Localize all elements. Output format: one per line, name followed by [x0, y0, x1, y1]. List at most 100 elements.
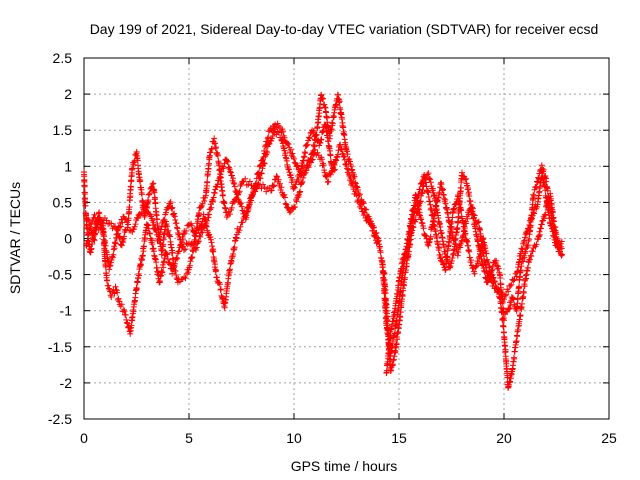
y-tick-label: 0.5: [53, 194, 73, 210]
data-point: [304, 141, 311, 148]
data-point: [165, 260, 172, 267]
data-point: [342, 161, 349, 168]
data-point: [106, 263, 113, 270]
data-point: [219, 191, 226, 198]
data-point: [239, 219, 246, 226]
data-point: [346, 158, 353, 165]
data-point: [227, 266, 234, 273]
data-point: [192, 229, 199, 236]
data-point: [314, 149, 321, 156]
data-point: [531, 192, 537, 199]
data-point: [174, 225, 181, 232]
data-point: [108, 220, 115, 227]
data-point: [324, 179, 331, 186]
data-point: [333, 157, 340, 164]
data-point: [138, 191, 145, 198]
data-point: [338, 146, 345, 153]
data-point: [186, 262, 193, 269]
data-point: [242, 175, 249, 182]
data-point: [213, 144, 220, 151]
data-point: [486, 275, 493, 282]
data-point: [312, 146, 318, 153]
data-point: [176, 248, 183, 255]
data-point: [114, 226, 121, 233]
data-point: [528, 212, 535, 219]
data-point: [169, 249, 176, 256]
data-point: [237, 200, 244, 207]
data-point: [525, 242, 531, 249]
data-point: [497, 274, 504, 281]
data-point: [243, 212, 250, 219]
data-point: [545, 193, 552, 200]
data-point: [340, 124, 347, 131]
data-point: [157, 229, 164, 236]
data-point: [207, 233, 214, 240]
data-point: [102, 263, 109, 270]
data-point: [214, 152, 221, 159]
data-point: [230, 175, 237, 182]
data-point: [287, 146, 294, 153]
data-point: [195, 239, 202, 246]
data-point: [305, 164, 312, 171]
data-point: [121, 308, 128, 315]
data-point: [320, 95, 327, 102]
data-point: [336, 142, 343, 149]
data-point: [415, 206, 422, 213]
data-point: [244, 208, 251, 215]
data-point: [510, 277, 517, 284]
data-point: [283, 201, 290, 208]
data-point: [165, 232, 172, 239]
data-point: [234, 191, 241, 198]
data-point: [313, 131, 320, 138]
data-point: [277, 180, 283, 187]
data-point: [132, 221, 139, 228]
data-point: [553, 233, 560, 240]
data-point: [210, 198, 217, 205]
data-point: [123, 319, 130, 326]
data-point: [246, 202, 253, 209]
data-point: [172, 260, 178, 267]
data-point: [157, 279, 164, 286]
data-point: [245, 181, 252, 188]
data-point: [444, 253, 451, 260]
data-point: [223, 157, 230, 164]
data-point: [475, 218, 482, 225]
data-point: [252, 188, 259, 195]
data-point: [208, 146, 215, 153]
data-point: [224, 158, 231, 165]
data-point: [207, 206, 214, 213]
data-point: [285, 141, 292, 148]
data-point: [343, 160, 350, 167]
data-point: [269, 133, 276, 140]
data-point: [188, 222, 195, 229]
data-point: [149, 222, 156, 229]
data-point: [91, 211, 98, 218]
data-point: [417, 198, 424, 205]
data-point: [84, 237, 91, 244]
data-point: [533, 241, 540, 248]
data-point: [517, 267, 524, 274]
data-point: [131, 159, 138, 166]
data-point: [361, 209, 368, 216]
data-point: [260, 154, 267, 161]
data-point: [105, 285, 112, 292]
data-point: [352, 190, 359, 197]
data-point: [305, 134, 312, 141]
data-point: [207, 149, 214, 156]
data-point: [480, 265, 487, 272]
data-point: [337, 141, 344, 148]
y-tick-label: 1: [64, 158, 72, 174]
data-point: [428, 206, 435, 213]
data-point: [167, 233, 174, 240]
data-point: [208, 204, 215, 211]
data-point: [210, 248, 217, 255]
data-point: [145, 198, 152, 205]
data-point: [212, 261, 219, 268]
data-point: [195, 238, 202, 245]
data-point: [355, 196, 362, 203]
data-point: [329, 120, 336, 127]
data-point: [272, 121, 279, 128]
data-point: [294, 163, 301, 170]
data-point: [82, 202, 89, 209]
